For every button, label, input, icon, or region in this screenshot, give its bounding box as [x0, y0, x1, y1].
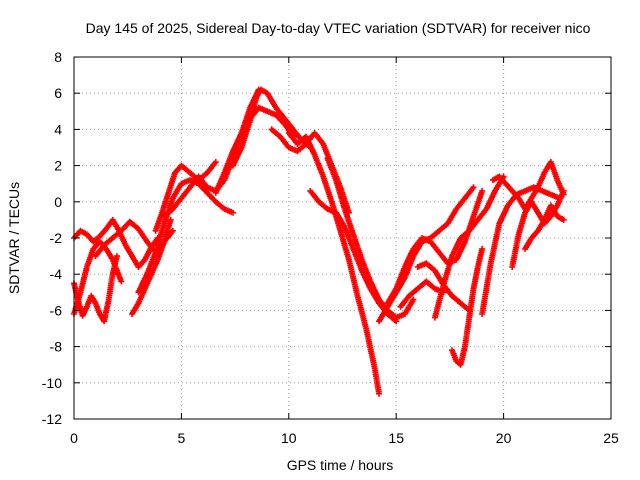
x-tick-label: 10 [281, 430, 297, 446]
y-axis-label: SDTVAR / TECUs [6, 182, 22, 294]
chart-title: Day 145 of 2025, Sidereal Day-to-day VTE… [86, 20, 591, 36]
y-tick-label: -4 [50, 266, 63, 282]
series-track-19 [431, 173, 507, 321]
x-tick-label: 20 [496, 430, 512, 446]
x-tick-label: 15 [388, 430, 404, 446]
x-tick-label: 0 [70, 430, 78, 446]
ticks-layer [73, 56, 612, 420]
labels-layer: 0 5 10 15 20 25 -12 -10 -8 -6 -4 -2 0 2 4 6 8 [42, 49, 619, 446]
x-axis-label: GPS time / hours [287, 457, 394, 473]
series-track-10 [230, 86, 314, 169]
y-tick-label: -6 [50, 302, 63, 318]
series-track-24 [522, 202, 567, 252]
series-track-18 [414, 260, 473, 314]
y-tick-label: 6 [54, 85, 62, 101]
y-tick-label: 2 [54, 158, 62, 174]
y-tick-label: 8 [54, 49, 62, 65]
series-track-22 [489, 159, 567, 212]
y-tick-label: -12 [42, 411, 62, 427]
series-track-23 [509, 187, 567, 270]
y-tick-label: -8 [50, 339, 63, 355]
series-track-12 [285, 130, 382, 397]
series-track-17 [397, 278, 447, 310]
series-track-14 [324, 155, 417, 321]
y-tick-label: -10 [42, 375, 62, 391]
y-tick-label: -2 [50, 230, 63, 246]
y-tick-label: 0 [54, 194, 62, 210]
series-track-5 [129, 216, 174, 317]
x-tick-label: 25 [603, 430, 619, 446]
series-track-21 [479, 184, 563, 317]
y-tick-label: 4 [54, 121, 62, 137]
series-track-20 [449, 245, 486, 368]
x-tick-label: 5 [178, 430, 186, 446]
series-layer [71, 86, 567, 397]
